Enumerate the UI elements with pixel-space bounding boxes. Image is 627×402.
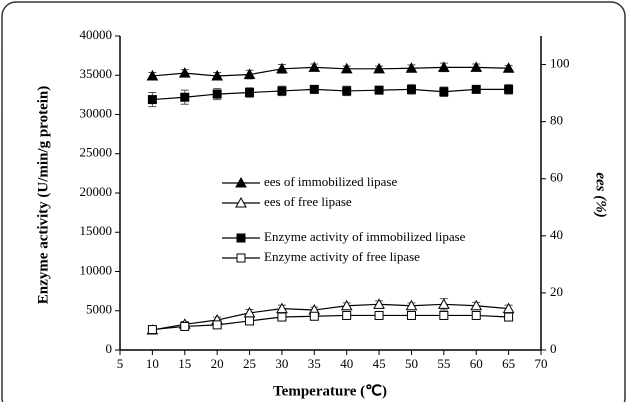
marker [405,299,418,311]
marker [374,85,384,95]
legend-label: ees of free lipase [264,194,352,209]
y2-tick-label: 100 [550,56,570,71]
x-tick-label: 30 [275,356,288,371]
marker [178,67,191,78]
y-tick-label: 35000 [80,66,113,81]
legend-label: ees of immobilized lipase [264,174,397,189]
y-tick-label: 10000 [80,262,113,277]
marker [470,299,483,311]
legend-label: Enzyme activity of immobilized lipase [264,229,466,244]
marker [147,95,157,105]
marker [373,298,385,309]
marker [211,69,224,81]
series-line [152,66,509,77]
marker [470,61,483,72]
x-axis-label: Temperature (℃) [273,383,387,399]
x-tick-label: 45 [373,356,386,371]
marker [180,92,190,102]
legend-marker [235,196,247,208]
marker [212,89,222,99]
marker [308,61,321,72]
marker [245,316,255,326]
y2-tick-label: 20 [550,284,563,299]
marker [406,310,416,320]
x-tick-label: 40 [340,356,353,371]
legend-marker [235,176,247,188]
marker [309,311,319,321]
y-tick-label: 25000 [80,145,113,160]
x-tick-label: 65 [502,356,515,371]
y-tick-label: 20000 [80,184,113,199]
y-tick-label: 40000 [80,27,113,42]
y2-tick-label: 0 [550,341,557,356]
series-line [152,303,509,331]
legend-marker [236,233,246,243]
marker [146,69,159,81]
marker [342,310,352,320]
x-tick-label: 60 [470,356,483,371]
x-tick-label: 15 [178,356,191,371]
x-tick-label: 70 [535,356,548,371]
legend-marker [236,253,246,263]
marker [180,321,190,331]
marker [340,299,353,311]
y-tick-label: 15000 [80,223,113,238]
marker [504,84,514,94]
x-tick-label: 20 [211,356,224,371]
marker [437,298,450,309]
marker [502,62,515,73]
x-tick-label: 10 [146,356,159,371]
x-tick-label: 55 [437,356,450,371]
series-line [152,314,509,331]
marker [439,87,449,97]
y-tick-label: 0 [106,341,113,356]
marker [340,62,353,74]
series-line [152,88,509,101]
marker [439,310,449,320]
y2-axis-label: ees (%) [593,172,609,217]
marker [405,62,418,73]
marker [471,84,481,94]
y-axis-label: Enzyme activity (U/min/g protein) [35,86,51,304]
x-tick-label: 50 [405,356,418,371]
marker [374,310,384,320]
y2-tick-label: 60 [550,170,563,185]
marker [212,320,222,330]
x-tick-label: 35 [308,356,321,371]
marker [406,84,416,94]
marker [373,62,385,74]
y-tick-label: 30000 [80,105,113,120]
x-tick-label: 5 [117,356,124,371]
marker [277,312,287,322]
marker [437,61,450,72]
marker [243,68,256,80]
marker [276,62,288,74]
marker [245,88,255,98]
y2-tick-label: 40 [550,227,563,242]
marker [342,86,352,96]
marker [504,312,514,322]
y2-tick-label: 80 [550,113,563,128]
marker [147,325,157,335]
x-tick-label: 25 [243,356,256,371]
marker [471,310,481,320]
marker [309,84,319,94]
y-tick-label: 5000 [86,302,112,317]
marker [277,86,287,96]
legend-label: Enzyme activity of free lipase [264,249,420,264]
